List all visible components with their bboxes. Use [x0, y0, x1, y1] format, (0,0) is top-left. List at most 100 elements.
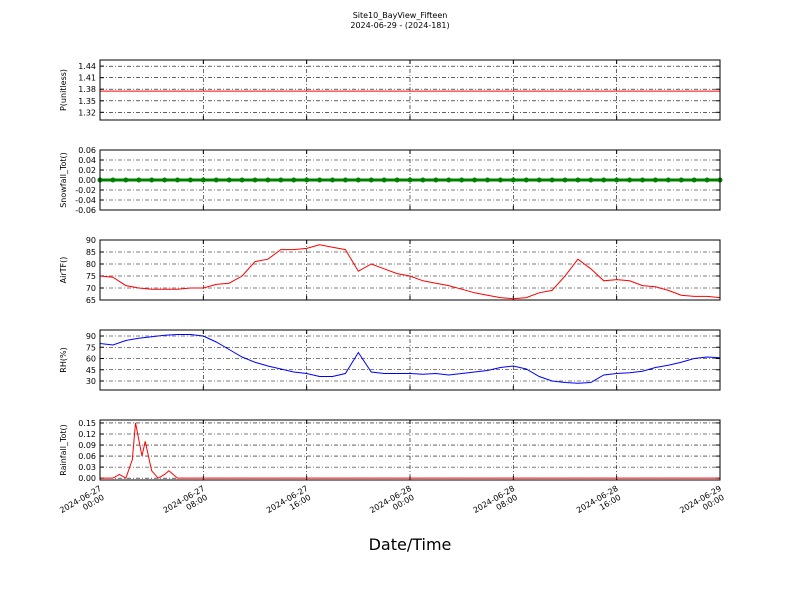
x-tick-label: 2024-06-27 00:00	[58, 484, 107, 523]
data-point	[317, 177, 323, 183]
data-point	[187, 177, 193, 183]
data-point	[678, 177, 684, 183]
y-tick-label: -0.02	[75, 186, 96, 195]
y-tick-label: 0.03	[78, 463, 96, 472]
y-tick-label: -0.06	[75, 206, 96, 215]
axes-frame	[99, 419, 721, 481]
data-point	[433, 177, 439, 183]
subtitle: 2024-06-29 - (2024-181)	[350, 21, 449, 30]
data-point	[549, 177, 555, 183]
y-tick-label: 0.12	[78, 430, 96, 439]
axes-frame	[99, 239, 721, 301]
data-point	[665, 177, 671, 183]
data-line	[99, 244, 721, 300]
x-tick-label: 2024-06-27 08:00	[162, 484, 211, 523]
y-tick-label: 0.09	[78, 441, 96, 450]
data-point	[304, 177, 310, 183]
data-point	[278, 177, 284, 183]
axes-frame	[99, 329, 721, 391]
data-point	[226, 177, 232, 183]
y-tick-label: 80	[86, 260, 96, 269]
y-tick-label: 1.44	[78, 62, 96, 71]
data-line	[100, 422, 720, 479]
data-point	[394, 177, 400, 183]
x-axis-label: Date/Time	[369, 535, 452, 554]
data-point	[330, 177, 335, 183]
y-tick-label: 0.15	[78, 419, 96, 428]
axes-frame	[99, 149, 721, 211]
y-tick-label: 0.06	[78, 146, 96, 155]
data-point	[213, 177, 219, 183]
data-point	[691, 177, 697, 183]
x-tick-label: 2024-06-28 08:00	[472, 484, 521, 523]
y-tick-label: 0.02	[78, 166, 96, 175]
data-point	[342, 177, 348, 183]
y-tick-label: 90	[86, 332, 96, 341]
title: Site10_BayView_Fifteen	[353, 11, 448, 20]
data-point	[355, 177, 361, 183]
y-tick-label: 65	[86, 296, 96, 305]
data-point	[136, 177, 142, 183]
data-point	[472, 177, 478, 183]
y-tick-label: 45	[86, 366, 96, 375]
data-point	[510, 177, 516, 183]
x-tick-label: 2024-06-28 16:00	[575, 484, 624, 523]
y-tick-label: 1.38	[78, 85, 96, 94]
data-point	[627, 177, 633, 183]
data-point	[640, 177, 645, 183]
data-point	[575, 177, 581, 183]
y-tick-label: 1.32	[78, 108, 96, 117]
data-point	[704, 177, 710, 183]
data-point	[562, 177, 568, 183]
y-axis-label: AirTF()	[59, 257, 68, 284]
data-point	[652, 177, 658, 183]
data-point	[407, 177, 413, 183]
data-point	[200, 177, 206, 183]
y-tick-label: 1.35	[78, 97, 96, 106]
y-tick-label: 60	[86, 355, 96, 364]
y-tick-label: 0.00	[78, 176, 96, 185]
data-line	[99, 334, 721, 384]
y-tick-label: 75	[86, 272, 96, 281]
data-point	[614, 177, 620, 183]
y-tick-label: 90	[86, 236, 96, 245]
y-tick-label: 70	[86, 284, 96, 293]
y-axis-label: Snowfall_Tot()	[59, 152, 68, 208]
data-point	[149, 177, 155, 183]
y-tick-label: 30	[86, 377, 96, 386]
y-axis-label: P(unitless)	[59, 69, 68, 111]
data-point	[536, 177, 542, 183]
data-point	[110, 177, 116, 183]
y-tick-label: 75	[86, 343, 96, 352]
data-point	[446, 177, 452, 183]
x-tick-label: 2024-06-27 16:00	[265, 484, 314, 523]
y-axis-label: RH(%)	[59, 347, 68, 372]
y-tick-label: 85	[86, 248, 96, 257]
data-point	[601, 177, 607, 183]
data-point	[485, 177, 490, 183]
data-point	[291, 177, 297, 183]
y-tick-label: 0.00	[78, 474, 96, 483]
data-point	[497, 177, 503, 183]
x-tick-label: 2024-06-28 00:00	[368, 484, 417, 523]
y-tick-label: 1.41	[78, 74, 96, 83]
data-point	[523, 177, 529, 183]
data-point	[252, 177, 258, 183]
axes-frame	[99, 59, 721, 121]
data-point	[123, 177, 129, 183]
data-point	[162, 177, 168, 183]
data-point	[265, 177, 271, 183]
data-point	[420, 177, 426, 183]
x-tick-label: 2024-06-29 00:00	[678, 484, 727, 523]
data-point	[239, 177, 245, 183]
data-point	[459, 177, 465, 183]
data-point	[368, 177, 374, 183]
data-point	[381, 177, 387, 183]
y-tick-label: 0.04	[78, 156, 96, 165]
y-axis-label: Rainfall_Tot()	[59, 424, 68, 476]
data-point	[588, 177, 594, 183]
y-tick-label: -0.04	[75, 196, 96, 205]
y-tick-label: 0.06	[78, 452, 96, 461]
data-point	[175, 177, 180, 183]
